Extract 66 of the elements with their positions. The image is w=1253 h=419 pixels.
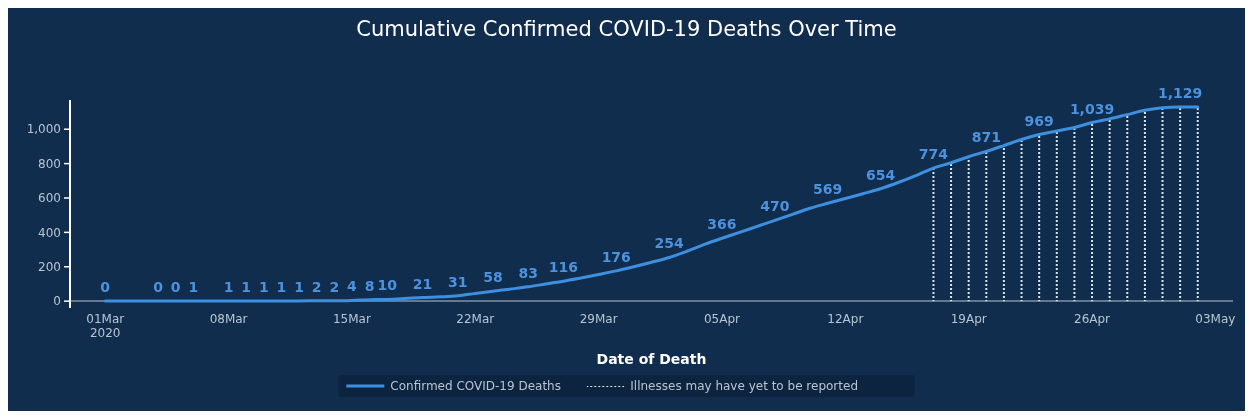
x-tick-label: 26Apr (1074, 312, 1111, 327)
x-tick-label: 03May (1195, 312, 1236, 327)
data-label: 2 (311, 278, 322, 295)
data-label: 4 (347, 278, 358, 295)
bar (1179, 107, 1182, 302)
x-tick-label: 29Mar (579, 312, 618, 327)
bar (1073, 127, 1076, 302)
data-label: 83 (518, 264, 538, 281)
data-label: 0 (170, 279, 181, 296)
data-label: 8 (364, 277, 375, 294)
bar (1126, 114, 1129, 302)
data-label: 2 (329, 278, 340, 295)
bar (1108, 118, 1111, 302)
legend-label: Confirmed COVID-19 Deaths (390, 379, 561, 394)
data-label: 1 (276, 278, 287, 295)
data-label: 1 (241, 278, 252, 295)
line-series (103, 105, 1200, 303)
bar (932, 168, 935, 302)
data-label: 1 (188, 278, 199, 295)
legend-label: Illnesses may have yet to be reported (630, 379, 858, 394)
data-label: 1,039 (1069, 100, 1115, 117)
data-label: 254 (654, 235, 684, 252)
data-label: 569 (813, 181, 843, 198)
x-tick-label: 08Mar (209, 312, 248, 327)
data-label: 969 (1024, 112, 1054, 129)
bar (1196, 107, 1199, 302)
data-label: 774 (918, 146, 949, 163)
data-label: 116 (548, 259, 579, 276)
data-label: 21 (412, 275, 433, 292)
bar (1143, 110, 1146, 302)
data-label: 1 (223, 278, 234, 295)
bar (1020, 139, 1023, 302)
bar (1055, 130, 1058, 302)
data-label: 654 (865, 166, 896, 183)
x-tick-label: 15Mar (332, 312, 371, 327)
data-label: 470 (760, 198, 790, 215)
y-tick-label: 400 (38, 225, 61, 240)
x-axis-title: Date of Death (596, 351, 707, 367)
bar (1002, 145, 1005, 302)
x-tick-label: 22Mar (456, 312, 495, 327)
y-tick-label: 800 (38, 156, 61, 171)
bar (1091, 122, 1094, 302)
data-label: 1 (258, 278, 269, 295)
bar (950, 162, 953, 302)
y-tick-label: 1,000 (26, 122, 61, 137)
data-label: 176 (601, 248, 631, 265)
x-tick-label: 01Mar 2020 (86, 312, 125, 341)
y-tick-label: 0 (53, 294, 61, 309)
x-tick-label: 12Apr (827, 312, 864, 327)
bar (985, 151, 988, 302)
data-label: 0 (153, 279, 164, 296)
data-label: 0 (100, 279, 111, 296)
data-label: 1 (294, 278, 304, 295)
data-label: 31 (447, 273, 468, 290)
chart-title: Cumulative Confirmed COVID-19 Deaths Over Time (356, 17, 897, 41)
x-tick-label: 19Apr (950, 312, 987, 327)
data-label: 1,129 (1157, 85, 1203, 102)
data-label: 871 (971, 129, 1001, 146)
bar (1161, 107, 1164, 302)
data-label: 10 (377, 277, 398, 294)
data-label: 366 (707, 216, 737, 233)
y-tick-label: 200 (38, 259, 61, 274)
x-tick-label: 05Apr (703, 312, 741, 327)
data-label: 58 (483, 269, 503, 286)
bar (1038, 134, 1041, 302)
y-tick-label: 600 (38, 191, 61, 206)
